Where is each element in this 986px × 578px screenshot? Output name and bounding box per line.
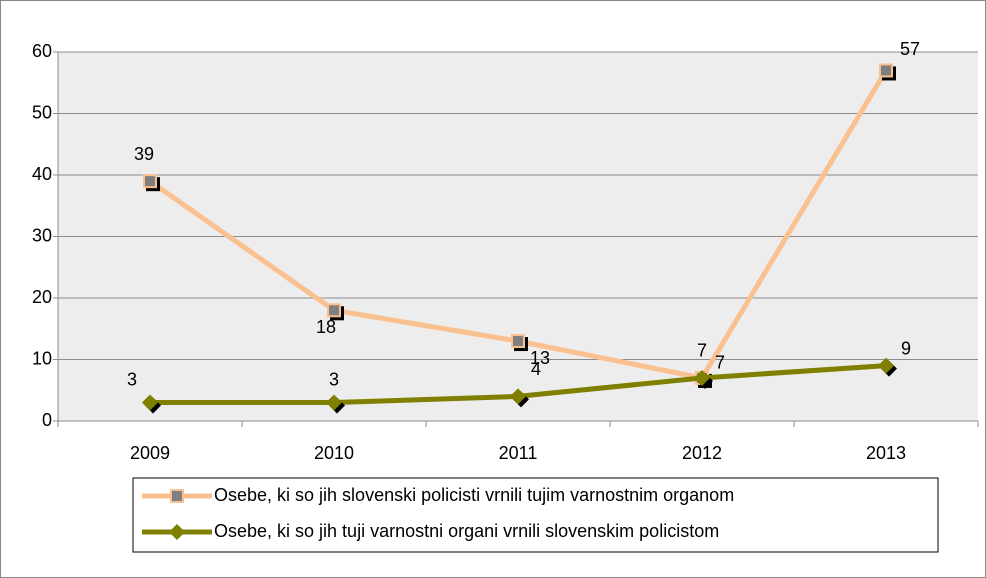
y-tick-label: 60 xyxy=(32,41,52,61)
data-label: 9 xyxy=(901,338,911,358)
x-tick-label: 2012 xyxy=(682,443,722,463)
data-label: 3 xyxy=(127,369,137,389)
marker xyxy=(879,63,893,78)
legend-label: Osebe, ki so jih slovenski policisti vrn… xyxy=(214,485,734,505)
data-label: 57 xyxy=(900,39,920,59)
x-tick-label: 2010 xyxy=(314,443,354,463)
data-label: 18 xyxy=(316,317,336,337)
y-tick-label: 0 xyxy=(42,410,52,430)
data-label: 39 xyxy=(134,144,154,164)
data-label: 13 xyxy=(530,348,550,368)
data-label: 7 xyxy=(697,341,707,361)
data-label: 3 xyxy=(329,369,339,389)
legend-marker xyxy=(169,524,185,540)
marker xyxy=(878,357,894,374)
y-tick-label: 30 xyxy=(32,225,52,245)
data-label: 7 xyxy=(715,353,725,373)
marker xyxy=(142,394,158,411)
marker xyxy=(510,388,526,405)
y-tick-label: 50 xyxy=(32,102,52,122)
x-tick-label: 2009 xyxy=(130,443,170,463)
y-tick-label: 20 xyxy=(32,287,52,307)
legend-marker xyxy=(170,489,184,503)
legend-label: Osebe, ki so jih tuji varnostni organi v… xyxy=(214,521,719,541)
data-label: 4 xyxy=(531,359,541,379)
x-tick-label: 2011 xyxy=(499,443,538,463)
y-tick-label: 40 xyxy=(32,164,52,184)
marker xyxy=(694,369,710,386)
marker xyxy=(327,303,341,318)
marker xyxy=(511,334,525,349)
legend-box xyxy=(132,477,939,553)
y-tick-label: 10 xyxy=(32,348,52,368)
x-tick-label: 2013 xyxy=(866,443,906,463)
marker xyxy=(326,394,342,411)
marker xyxy=(143,174,157,189)
